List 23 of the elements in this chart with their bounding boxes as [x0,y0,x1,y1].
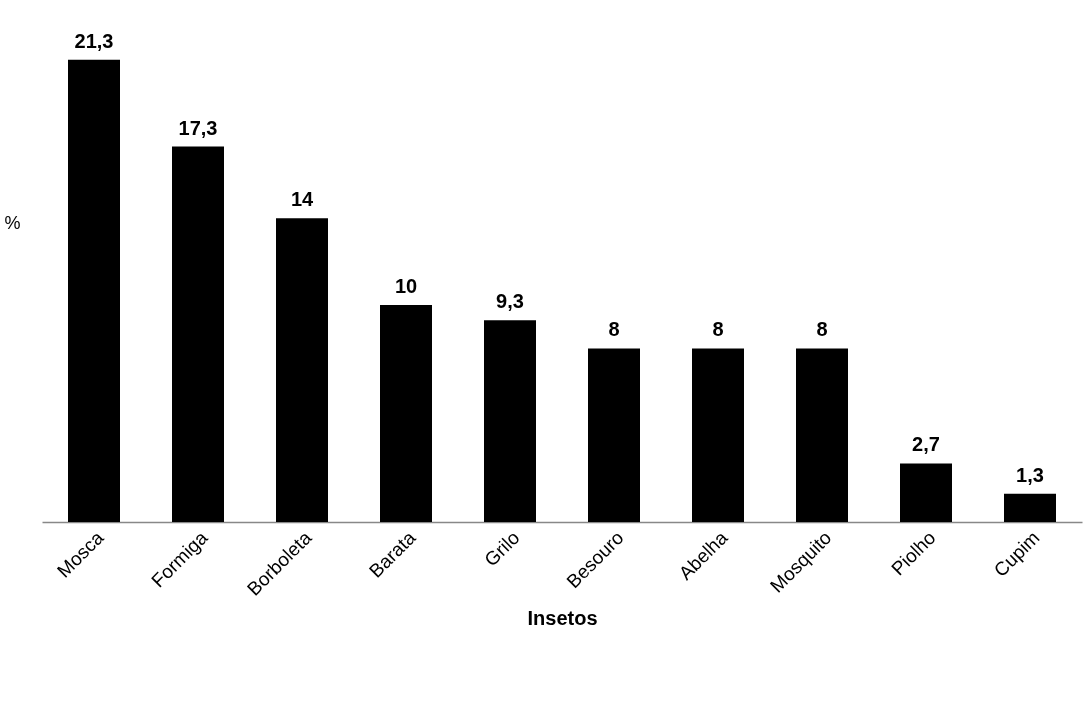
bar [484,320,536,522]
data-label: 17,3 [178,116,218,139]
bar [68,59,120,522]
y-axis-title: % [4,212,21,233]
data-label: 14 [290,188,314,211]
bar [796,348,848,522]
bar [172,146,224,522]
bar [1004,493,1056,522]
data-label: 9,3 [496,290,524,313]
bar [276,218,328,522]
x-axis-title: Insetos [527,607,598,630]
bar [692,348,744,522]
data-label: 8 [816,318,828,341]
bar [380,304,432,522]
bar [588,348,640,522]
data-label: 1,3 [1016,463,1044,486]
data-label: 8 [712,318,724,341]
x-tick-label: Grilo [480,527,524,571]
data-label: 2,7 [912,433,940,456]
data-label: 8 [608,318,620,341]
data-label: 10 [394,274,418,297]
data-label: 21,3 [74,29,114,52]
bar [900,463,952,522]
